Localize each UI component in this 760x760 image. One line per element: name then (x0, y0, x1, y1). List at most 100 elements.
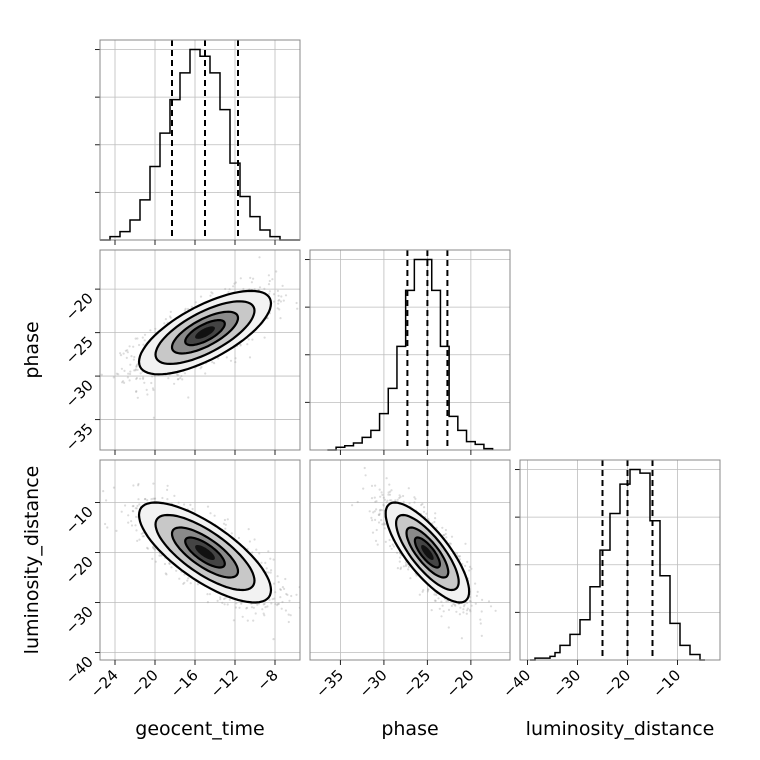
scatter-point (126, 351, 129, 354)
scatter-point (252, 619, 255, 622)
scatter-point (421, 502, 424, 506)
scatter-point (382, 522, 386, 525)
scatter-point (263, 287, 266, 290)
scatter-point (433, 520, 436, 524)
scatter-point (474, 602, 477, 605)
scatter-point (284, 294, 288, 297)
x-ticks-luminosity-distance: −40 −30 −20 −10 (499, 660, 684, 701)
scatter-point (279, 588, 282, 592)
scatter-point (164, 318, 167, 321)
scatter-point (278, 298, 281, 302)
scatter-point (177, 378, 180, 381)
scatter-point (280, 295, 283, 298)
scatter-point (146, 547, 150, 550)
scatter-point (221, 601, 224, 605)
scatter-point (396, 551, 399, 554)
scatter-point (288, 599, 291, 602)
scatter-point (183, 372, 187, 375)
scatter-point (219, 598, 222, 601)
scatter-point (131, 505, 134, 508)
scatter-point (371, 531, 375, 534)
scatter-point (135, 377, 138, 381)
scatter-point (434, 512, 437, 515)
scatter-point (131, 509, 134, 513)
x-tick-label: −20 (599, 666, 634, 701)
scatter-point (270, 569, 273, 572)
scatter-point (387, 491, 390, 494)
scatter-point (135, 507, 138, 510)
scatter-point (71, 384, 73, 386)
scatter-point (142, 535, 145, 538)
scatter-point (232, 285, 235, 288)
density-contour (154, 300, 256, 366)
scatter-point (238, 606, 241, 609)
scatter-point (224, 523, 227, 526)
panel-frame (99, 39, 301, 241)
scatter-point (363, 466, 366, 470)
scatter-point (265, 567, 268, 570)
y-axis-label-luminosity-distance: luminosity_distance (21, 466, 43, 655)
scatter-point (386, 499, 389, 502)
scatter-point (255, 548, 258, 551)
scatter-point (276, 602, 279, 606)
density-contour (137, 501, 273, 604)
scatter-point (442, 534, 445, 537)
histogram-panel-phase (305, 249, 511, 451)
scatter-point (250, 281, 253, 284)
scatter-point (143, 498, 147, 501)
scatter-point (136, 539, 139, 543)
scatter-point (129, 372, 132, 376)
scatter-point (213, 514, 216, 517)
scatter-point (137, 482, 140, 486)
scatter-point (399, 567, 402, 571)
scatter-point (250, 606, 254, 609)
scatter-point (136, 396, 139, 399)
scatter-point (388, 538, 391, 542)
x-tick-label: −20 (127, 666, 162, 701)
scatter-point (206, 593, 209, 596)
density-contour (413, 536, 441, 569)
scatter-point (249, 276, 252, 279)
scatter-point (216, 599, 219, 603)
scatter-point (391, 543, 394, 546)
scatter-point (402, 500, 405, 503)
scatter-point (394, 499, 397, 502)
x-tick-label: −10 (649, 666, 684, 701)
scatter-point (196, 583, 199, 586)
scatter-point (468, 569, 471, 572)
scatter-point (281, 586, 284, 589)
scatter-point (289, 614, 292, 617)
scatter-point (135, 529, 138, 532)
scatter-point (143, 381, 146, 384)
scatter-point (166, 484, 169, 487)
density-contour (154, 513, 256, 592)
scatter-point (135, 390, 138, 393)
scatter-point (494, 609, 497, 612)
y-ticks-phase: −35 −30 −25 −20 (62, 288, 100, 455)
scatter-point (132, 504, 135, 508)
scatter-point (177, 501, 180, 504)
scatter-point (175, 569, 178, 572)
scatter-point (248, 540, 251, 543)
scatter-point (303, 268, 305, 270)
scatter-point (234, 281, 237, 284)
scatter-point (458, 555, 462, 558)
scatter-point (385, 501, 388, 504)
y-ticks-luminosity-distance: −40−30−20−10 (62, 502, 100, 688)
scatter-point (245, 607, 248, 610)
scatter-point (226, 518, 229, 521)
scatter-point (135, 363, 139, 366)
scatter-point (389, 545, 392, 548)
scatter-point (280, 607, 283, 610)
scatter-point (430, 609, 433, 612)
scatter-point (374, 518, 377, 522)
histogram-phase (327, 258, 494, 451)
scatter-point (142, 377, 145, 380)
scatter-point (140, 532, 143, 535)
scatter-point (266, 317, 269, 320)
scatter-point (206, 505, 210, 508)
scatter-point (434, 517, 437, 520)
scatter-point (247, 528, 250, 531)
scatter-point (141, 336, 144, 339)
scatter-point (420, 503, 423, 507)
